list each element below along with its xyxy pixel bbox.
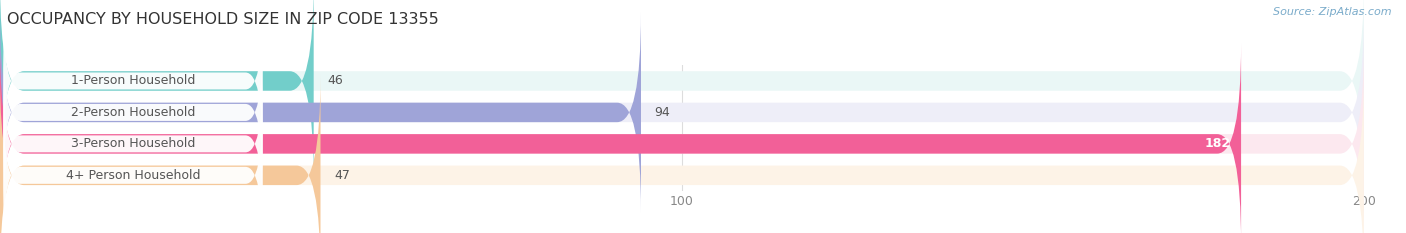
FancyBboxPatch shape [0, 0, 1364, 181]
Text: 47: 47 [335, 169, 350, 182]
Text: OCCUPANCY BY HOUSEHOLD SIZE IN ZIP CODE 13355: OCCUPANCY BY HOUSEHOLD SIZE IN ZIP CODE … [7, 12, 439, 27]
FancyBboxPatch shape [0, 12, 1364, 213]
Text: Source: ZipAtlas.com: Source: ZipAtlas.com [1274, 7, 1392, 17]
FancyBboxPatch shape [3, 74, 263, 214]
FancyBboxPatch shape [0, 75, 1364, 233]
Text: 1-Person Household: 1-Person Household [70, 75, 195, 87]
Text: 46: 46 [328, 75, 343, 87]
FancyBboxPatch shape [0, 12, 641, 213]
Text: 4+ Person Household: 4+ Person Household [66, 169, 200, 182]
FancyBboxPatch shape [3, 11, 263, 151]
Text: 182: 182 [1205, 137, 1230, 150]
FancyBboxPatch shape [0, 75, 321, 233]
FancyBboxPatch shape [3, 105, 263, 233]
FancyBboxPatch shape [0, 44, 1241, 233]
Text: 3-Person Household: 3-Person Household [70, 137, 195, 150]
Text: 2-Person Household: 2-Person Household [70, 106, 195, 119]
FancyBboxPatch shape [0, 0, 314, 181]
FancyBboxPatch shape [0, 44, 1364, 233]
Text: 94: 94 [655, 106, 671, 119]
FancyBboxPatch shape [3, 42, 263, 183]
